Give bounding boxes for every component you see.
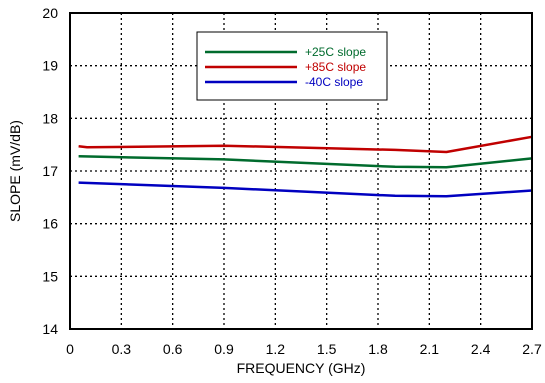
x-tick-label: 2.4 bbox=[471, 341, 491, 357]
series-layer bbox=[78, 135, 533, 198]
tick-layer: 0 0.3 0.6 0.9 1.2 1.5 1.8 2.1 2.4 2.7 14 15 16 17 18 19… bbox=[42, 5, 542, 357]
y-tick-label: 15 bbox=[42, 268, 58, 284]
series-line-40c-slope bbox=[78, 181, 533, 198]
legend-label-85c-slope: +85C slope bbox=[305, 60, 366, 74]
legend: +25C slope+85C slope-40C slope bbox=[196, 31, 388, 101]
x-tick-label: 1.8 bbox=[368, 341, 388, 357]
plot-frame bbox=[69, 12, 533, 330]
series-line-25c-slope bbox=[78, 155, 533, 169]
y-tick-label: 14 bbox=[42, 321, 58, 337]
x-tick-label: 2.1 bbox=[420, 341, 440, 357]
x-tick-label: 2.7 bbox=[522, 341, 542, 357]
series-line-85c-slope bbox=[78, 135, 533, 154]
legend-label-25c-slope: +25C slope bbox=[305, 45, 366, 59]
x-tick-label: 0.6 bbox=[163, 341, 183, 357]
x-tick-label: 0 bbox=[66, 341, 74, 357]
x-tick-label: 1.5 bbox=[317, 341, 337, 357]
x-tick-label: 0.3 bbox=[112, 341, 132, 357]
y-axis-title: SLOPE (mV/dB) bbox=[7, 120, 23, 222]
y-tick-label: 19 bbox=[42, 58, 58, 74]
x-tick-label: 0.9 bbox=[214, 341, 234, 357]
y-tick-label: 17 bbox=[42, 163, 58, 179]
x-axis-title: FREQUENCY (GHz) bbox=[237, 360, 366, 376]
y-tick-label: 16 bbox=[42, 216, 58, 232]
x-tick-label: 1.2 bbox=[266, 341, 286, 357]
y-tick-label: 18 bbox=[42, 110, 58, 126]
legend-label-40c-slope: -40C slope bbox=[305, 75, 363, 89]
y-tick-label: 20 bbox=[42, 5, 58, 21]
